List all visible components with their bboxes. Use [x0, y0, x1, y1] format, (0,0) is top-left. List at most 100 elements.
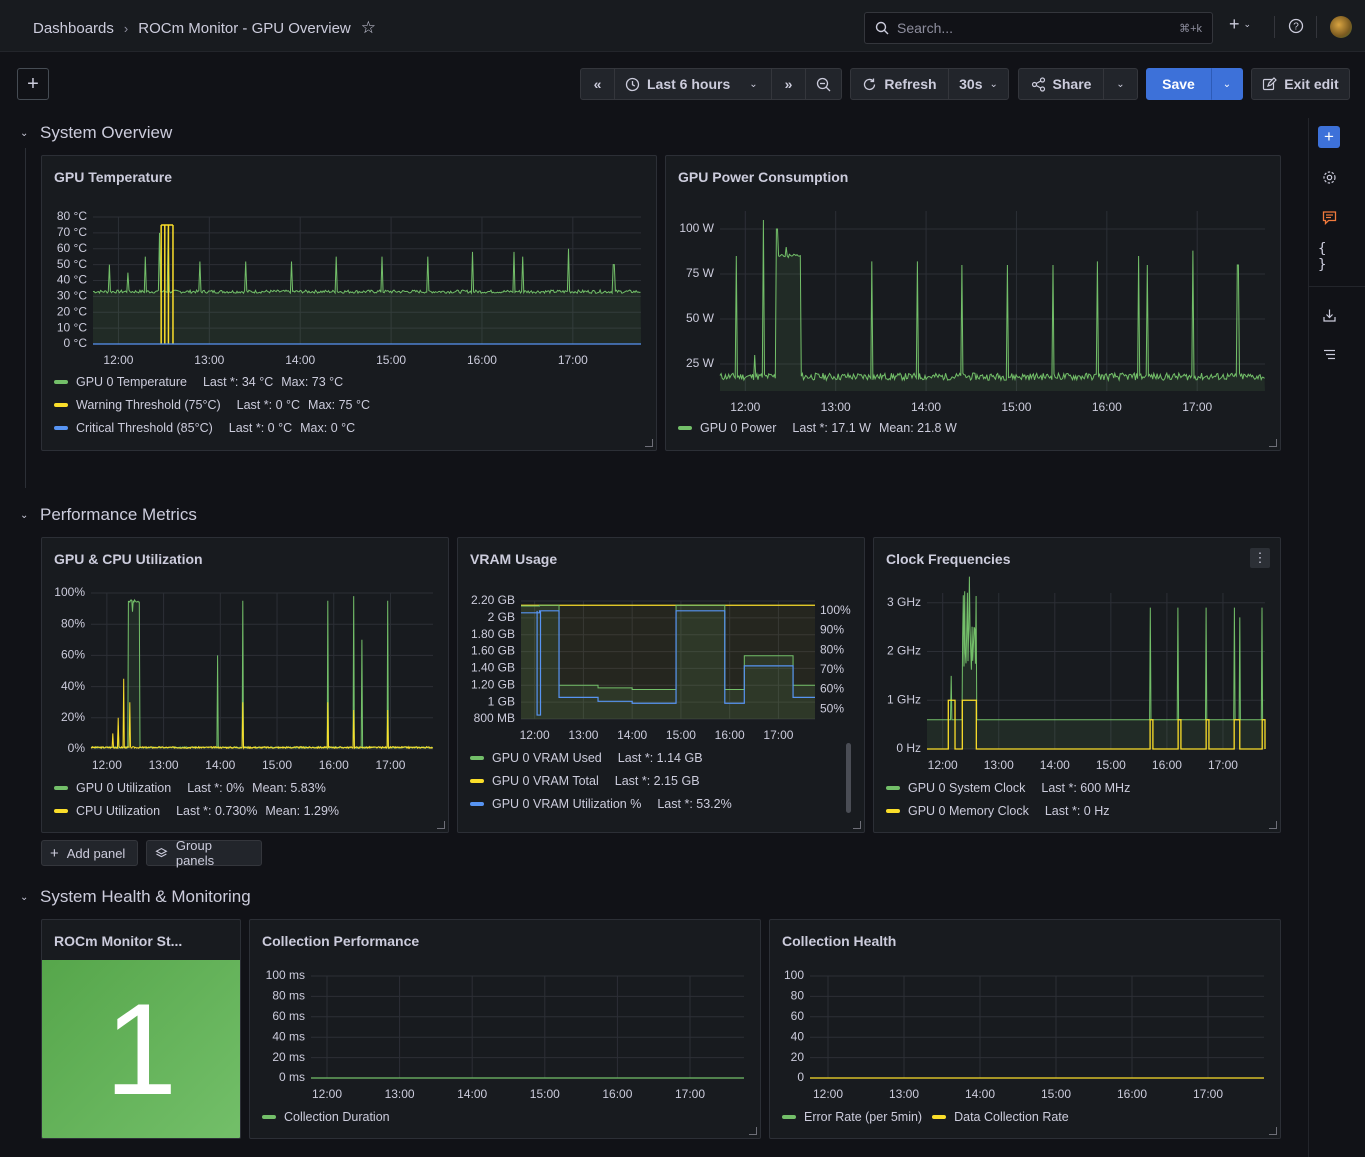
import-icon[interactable] [1318, 304, 1340, 326]
save-options-button[interactable]: ⌄ [1211, 68, 1243, 100]
series-line-vram-used [521, 604, 815, 690]
resize-handle[interactable] [853, 821, 861, 829]
add-panel-icon[interactable]: + [1318, 126, 1340, 148]
x-tick-label: 15:00 [1041, 1087, 1071, 1101]
settings-icon[interactable] [1318, 166, 1340, 188]
x-tick-label: 16:00 [467, 353, 497, 367]
search-box[interactable]: ⌘+k [864, 12, 1213, 44]
plus-icon: + [27, 72, 39, 95]
comment-icon[interactable] [1318, 206, 1340, 228]
resize-handle[interactable] [1269, 821, 1277, 829]
panel-rocm-monitor-status[interactable]: ROCm Monitor St... 1 [41, 919, 241, 1139]
x-tick-label: 16:00 [1092, 400, 1122, 414]
series-line-cpu-utilization [90, 678, 434, 750]
y-tick-label: 50 W [686, 311, 715, 325]
y-tick-label: 100 ms [266, 968, 305, 982]
outline-icon[interactable] [1318, 343, 1340, 365]
legend-swatch [470, 779, 484, 783]
resize-handle[interactable] [749, 1127, 757, 1135]
add-button[interactable]: + [17, 68, 49, 100]
resize-handle[interactable] [1269, 439, 1277, 447]
search-input[interactable] [897, 20, 1172, 36]
panel-clock-frequencies[interactable]: Clock Frequencies ⋮ 0 Hz 1 GHz 2 GHz 3 GHz 1… [873, 537, 1281, 833]
row-performance-metrics[interactable]: ⌄ Performance Metrics [20, 505, 197, 525]
refresh-interval-picker[interactable]: 30s ⌄ [948, 68, 1009, 100]
divider [1274, 16, 1275, 38]
help-button[interactable]: ? [1288, 18, 1304, 34]
y-tick-label: 1 GB [488, 694, 515, 708]
y-tick-label: 40 ms [272, 1029, 305, 1043]
row-title: System Health & Monitoring [40, 887, 251, 906]
x-tick-label: 17:00 [675, 1087, 705, 1101]
group-panels-button[interactable]: Group panels [146, 838, 262, 868]
panel-collection-performance[interactable]: Collection Performance 0 ms 20 ms 40 ms 60 … [249, 919, 761, 1139]
breadcrumb-dashboards[interactable]: Dashboards [33, 19, 114, 37]
y-right-tick-label: 50% [820, 701, 844, 715]
resize-handle[interactable] [645, 439, 653, 447]
panel-collection-health[interactable]: Collection Health 0 20 40 60 80 100 12:00 13:00… [769, 919, 1281, 1139]
legend-swatch [262, 1115, 276, 1119]
panel-vram-usage[interactable]: VRAM Usage 800 MB 1 GB 1.20 GB 1.40 GB 1.60 … [457, 537, 865, 833]
legend-scrollbar[interactable] [846, 743, 851, 813]
x-tick-label: 12:00 [103, 353, 133, 367]
breadcrumb-separator: › [123, 20, 129, 36]
legend-swatch [54, 380, 68, 384]
time-shift-forward-button[interactable]: » [771, 68, 806, 100]
legend-item[interactable]: GPU 0 Utilization Last *: 0% Mean: 5.83% [54, 781, 326, 795]
row-system-overview[interactable]: ⌄ System Overview [20, 123, 172, 143]
save-button[interactable]: Save [1146, 68, 1211, 100]
y-tick-label: 1.20 GB [471, 677, 515, 691]
legend-item[interactable]: GPU 0 Temperature Last *: 34 °C Max: 73 °C [54, 375, 343, 389]
panel-title: VRAM Usage [470, 551, 558, 567]
series-line-system-clock [927, 576, 1265, 721]
new-menu-button[interactable]: + ⌄ [1229, 14, 1251, 35]
panel-gpu-temperature[interactable]: GPU Temperature 0 °C 10 °C 20 °C 30 °C 40 °C… [41, 155, 657, 451]
share-options-button[interactable]: ⌄ [1103, 68, 1138, 100]
time-shift-back-button[interactable]: « [580, 68, 615, 100]
series-area-vram-used [521, 605, 815, 719]
legend-item[interactable]: GPU 0 Power Last *: 17.1 W Mean: 21.8 W [678, 421, 957, 435]
legend-item[interactable]: Data Collection Rate [954, 1110, 1069, 1124]
y-tick-label: 60 [791, 1009, 805, 1023]
add-panel-button[interactable]: + Add panel [41, 840, 138, 866]
legend-swatch [886, 809, 900, 813]
plus-icon: + [50, 844, 59, 862]
legend-item[interactable]: Collection Duration [262, 1110, 390, 1124]
legend-name: GPU 0 System Clock [908, 781, 1026, 795]
y-tick-label: 20 ms [272, 1050, 305, 1064]
x-tick-label: 15:00 [666, 728, 696, 742]
panel-menu-icon[interactable]: ⋮ [1250, 548, 1270, 568]
resize-handle[interactable] [437, 821, 445, 829]
gpu-temperature-chart: 0 °C 10 °C 20 °C30 °C 40 °C 50 °C 60 °C 70 °C 8… [57, 209, 641, 367]
exit-edit-button[interactable]: Exit edit [1251, 68, 1350, 100]
legend-item[interactable]: Warning Threshold (75°C) Last *: 0 °C Max:… [54, 398, 370, 412]
y-tick-label: 10 °C [57, 320, 87, 334]
legend-item[interactable]: Error Rate (per 5min) [804, 1110, 923, 1124]
grid [810, 975, 1264, 1079]
resize-handle[interactable] [1269, 1127, 1277, 1135]
legend-item[interactable]: GPU 0 VRAM Used Last *: 1.14 GB [470, 751, 703, 765]
row-system-health[interactable]: ⌄ System Health & Monitoring [20, 887, 251, 907]
zoom-out-button[interactable] [805, 68, 842, 100]
legend-item[interactable]: Critical Threshold (85°C) Last *: 0 °C Max… [54, 421, 355, 435]
legend-item[interactable]: GPU 0 Memory Clock Last *: 0 Hz [886, 804, 1109, 818]
panel-gpu-cpu-utilization[interactable]: GPU & CPU Utilization 0% 20% 40% 60% 80% 100%… [41, 537, 449, 833]
legend-swatch [470, 756, 484, 760]
share-button[interactable]: Share [1018, 68, 1104, 100]
x-tick-label: 16:00 [602, 1087, 632, 1101]
refresh-button[interactable]: Refresh [850, 68, 949, 100]
json-model-icon[interactable]: { } [1318, 241, 1327, 273]
series-line-gpu-utilization [90, 596, 433, 750]
legend-item[interactable]: GPU 0 VRAM Total Last *: 2.15 GB [470, 774, 700, 788]
legend-item[interactable]: GPU 0 VRAM Utilization % Last *: 53.2% [470, 797, 732, 811]
x-tick-label: 17:00 [375, 758, 405, 772]
time-range-picker[interactable]: Last 6 hours ⌄ [614, 68, 772, 100]
y-tick-label: 60 ms [272, 1009, 305, 1023]
legend-swatch [470, 802, 484, 806]
avatar[interactable] [1330, 16, 1352, 38]
legend-item[interactable]: CPU Utilization Last *: 0.730% Mean: 1.29% [54, 804, 339, 818]
star-icon[interactable]: ☆ [360, 18, 377, 37]
legend-item[interactable]: GPU 0 System Clock Last *: 600 MHz [886, 781, 1130, 795]
panel-gpu-power[interactable]: GPU Power Consumption 25 W 50 W 75 W 100 W 1… [665, 155, 1281, 451]
series-area-gpu-temperature [93, 228, 641, 344]
